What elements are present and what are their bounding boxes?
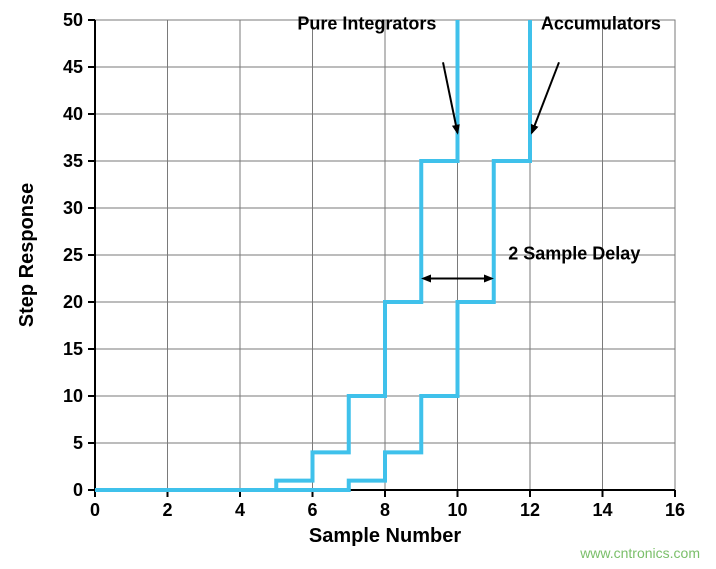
x-tick-label: 10 [447, 500, 467, 520]
x-tick-label: 12 [520, 500, 540, 520]
y-tick-label: 10 [63, 386, 83, 406]
y-tick-label: 25 [63, 245, 83, 265]
y-tick-label: 15 [63, 339, 83, 359]
annotation-delay: 2 Sample Delay [508, 244, 640, 264]
x-tick-label: 6 [307, 500, 317, 520]
x-tick-label: 14 [592, 500, 612, 520]
annotation-accumulators: Accumulators [541, 13, 661, 33]
step-response-chart: 0 2 4 6 8 10 12 14 16 0 5 10 15 20 25 30 35 40 45 50 Sample … [0, 0, 716, 569]
y-axis-label: Step Response [16, 183, 38, 327]
y-tick-label: 50 [63, 10, 83, 30]
y-tick-label: 0 [73, 480, 83, 500]
x-axis-label: Sample Number [309, 525, 461, 547]
x-tick-label: 8 [380, 500, 390, 520]
y-tick-label: 35 [63, 151, 83, 171]
watermark-text: www.cntronics.com [579, 545, 700, 561]
x-tick-label: 16 [665, 500, 685, 520]
annotation-pure-integrators: Pure Integrators [297, 13, 436, 33]
y-tick-label: 40 [63, 104, 83, 124]
y-tick-label: 5 [73, 433, 83, 453]
x-tick-label: 2 [162, 500, 172, 520]
y-tick-label: 30 [63, 198, 83, 218]
x-tick-label: 0 [90, 500, 100, 520]
y-tick-label: 20 [63, 292, 83, 312]
x-tick-label: 4 [235, 500, 245, 520]
y-tick-label: 45 [63, 57, 83, 77]
